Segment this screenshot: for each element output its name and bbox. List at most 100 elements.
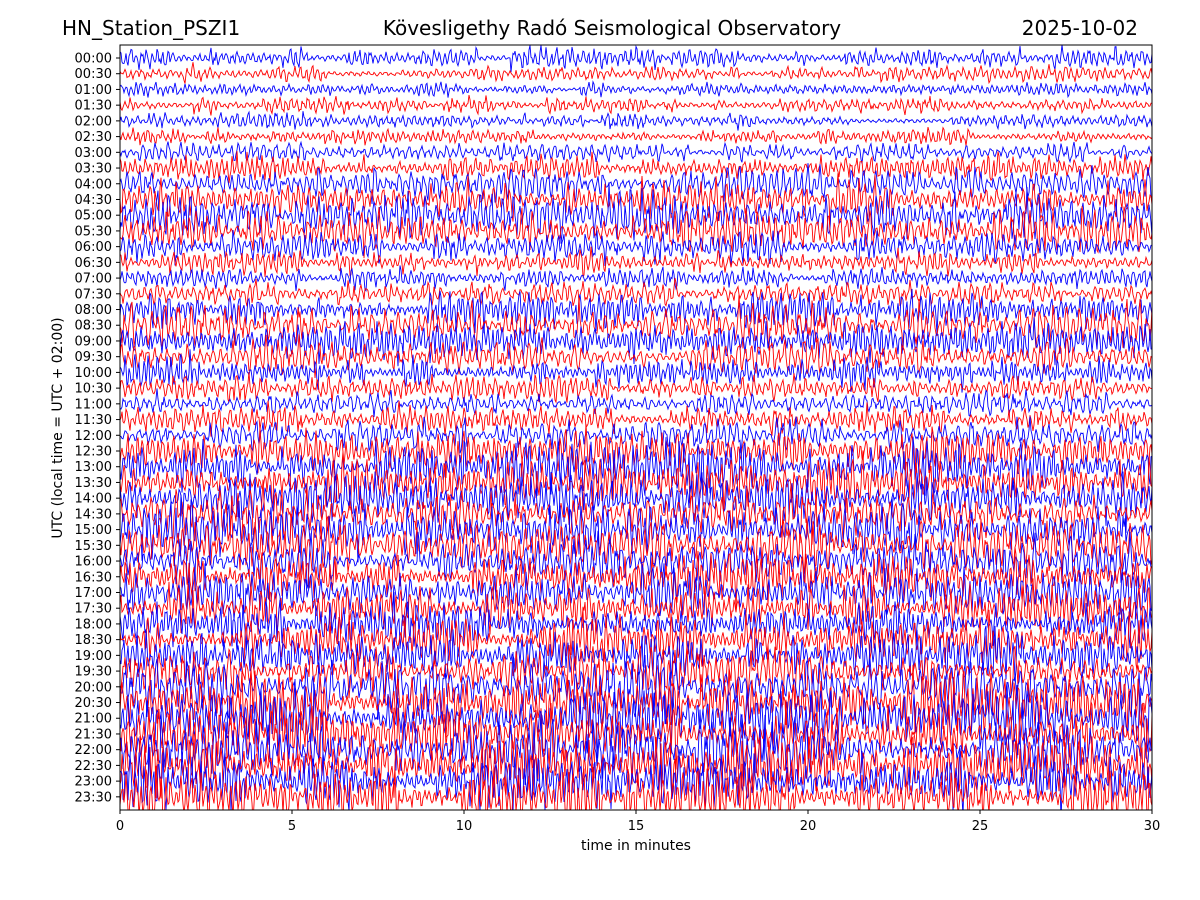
y-tick-label: 04:00 xyxy=(75,177,112,192)
seismic-trace xyxy=(120,578,1152,637)
y-tick-label: 22:30 xyxy=(75,759,112,774)
seismic-trace xyxy=(120,763,1152,810)
seismic-trace xyxy=(120,625,1152,687)
y-tick-label: 15:30 xyxy=(75,539,112,554)
y-tick-label: 11:30 xyxy=(75,413,112,428)
seismic-trace xyxy=(120,563,1152,620)
x-tick-label: 15 xyxy=(628,819,645,834)
seismic-trace xyxy=(120,591,1152,652)
seismic-trace xyxy=(120,140,1152,164)
seismic-trace xyxy=(120,416,1152,454)
y-tick-label: 00:30 xyxy=(75,67,112,82)
seismic-trace xyxy=(120,371,1152,404)
seismic-trace xyxy=(120,728,1152,804)
seismic-trace xyxy=(120,400,1152,437)
y-tick-label: 17:00 xyxy=(75,586,112,601)
seismic-trace xyxy=(120,62,1152,85)
y-tick-label: 21:30 xyxy=(75,727,112,742)
y-tick-label: 23:30 xyxy=(75,790,112,805)
seismic-trace xyxy=(120,678,1152,761)
seismic-trace xyxy=(120,436,1152,498)
y-tick-label: 14:30 xyxy=(75,507,112,522)
x-tick-label: 20 xyxy=(800,819,817,834)
seismic-trace xyxy=(120,652,1152,725)
y-tick-label: 09:30 xyxy=(75,350,112,365)
y-tick-label: 02:00 xyxy=(75,114,112,129)
seismic-trace xyxy=(120,644,1152,708)
y-tick-label: 13:30 xyxy=(75,476,112,491)
x-axis-label: time in minutes xyxy=(581,838,691,854)
y-tick-label: 07:30 xyxy=(75,287,112,302)
station-name: HN_Station_PSZI1 xyxy=(62,16,240,40)
x-tick-label: 30 xyxy=(1144,819,1161,834)
y-tick-label: 19:30 xyxy=(75,665,112,680)
seismic-trace xyxy=(120,450,1152,516)
y-axis-label: UTC (local time = UTC + 02:00) xyxy=(50,317,66,538)
x-tick-label: 0 xyxy=(116,819,124,834)
y-tick-label: 03:00 xyxy=(75,146,112,161)
x-tick-label: 25 xyxy=(972,819,989,834)
seismic-trace xyxy=(120,206,1152,259)
seismic-trace xyxy=(120,246,1152,278)
y-tick-label: 05:00 xyxy=(75,209,112,224)
seismic-trace xyxy=(120,265,1152,292)
seismic-trace xyxy=(120,388,1152,418)
y-tick-label: 08:30 xyxy=(75,319,112,334)
seismic-trace xyxy=(120,288,1152,334)
y-tick-label: 07:00 xyxy=(75,272,112,287)
seismic-trace xyxy=(120,744,1152,810)
seismic-trace xyxy=(120,317,1152,367)
y-tick-label: 10:00 xyxy=(75,366,112,381)
seismic-trace xyxy=(120,230,1152,267)
x-axis-ticks: 0 5 10 15 20 25 30 xyxy=(116,810,1160,834)
y-tick-label: 19:00 xyxy=(75,649,112,664)
y-tick-label: 16:30 xyxy=(75,570,112,585)
y-tick-label: 00:00 xyxy=(75,52,112,67)
y-tick-label: 04:30 xyxy=(75,193,112,208)
seismic-trace xyxy=(120,709,1152,787)
seismic-trace xyxy=(120,664,1152,738)
x-tick-label: 5 xyxy=(288,819,296,834)
seismic-trace xyxy=(120,479,1152,546)
y-tick-label: 12:30 xyxy=(75,445,112,460)
y-tick-label: 20:00 xyxy=(75,680,112,695)
y-tick-label: 23:00 xyxy=(75,775,112,790)
seismic-trace xyxy=(120,94,1152,116)
y-tick-label: 05:30 xyxy=(75,224,112,239)
y-tick-label: 21:00 xyxy=(75,712,112,727)
y-tick-label: 18:30 xyxy=(75,633,112,648)
seismic-trace xyxy=(120,110,1152,131)
seismic-trace xyxy=(120,334,1152,379)
trace-group xyxy=(120,45,1152,810)
y-tick-label: 06:00 xyxy=(75,240,112,255)
seismic-trace xyxy=(120,163,1152,205)
x-tick-label: 10 xyxy=(456,819,473,834)
seismic-trace xyxy=(120,80,1152,99)
y-tick-label: 09:00 xyxy=(75,334,112,349)
seismic-trace xyxy=(120,182,1152,244)
y-tick-label: 08:00 xyxy=(75,303,112,318)
y-tick-label: 01:00 xyxy=(75,83,112,98)
y-tick-label: 18:00 xyxy=(75,617,112,632)
chart-title: Kövesligethy Radó Seismological Observat… xyxy=(383,16,841,40)
y-tick-label: 17:30 xyxy=(75,602,112,617)
y-tick-label: 13:00 xyxy=(75,460,112,475)
y-tick-label: 10:30 xyxy=(75,382,112,397)
y-tick-label: 02:30 xyxy=(75,130,112,145)
y-tick-label: 14:00 xyxy=(75,492,112,507)
y-tick-label: 22:00 xyxy=(75,743,112,758)
seismic-trace xyxy=(120,126,1152,146)
y-tick-label: 16:00 xyxy=(75,555,112,570)
seismic-trace xyxy=(120,349,1152,393)
y-tick-label: 01:30 xyxy=(75,99,112,114)
seismic-trace xyxy=(120,513,1152,583)
y-tick-label: 11:00 xyxy=(75,397,112,412)
y-tick-label: 06:30 xyxy=(75,256,112,271)
seismic-trace xyxy=(120,45,1152,73)
y-axis-ticks: 00:0000:3001:0001:3002:0002:3003:0003:30… xyxy=(75,52,120,805)
y-tick-label: 03:30 xyxy=(75,162,112,177)
seismic-trace xyxy=(120,530,1152,592)
y-tick-label: 20:30 xyxy=(75,696,112,711)
y-tick-label: 15:00 xyxy=(75,523,112,538)
